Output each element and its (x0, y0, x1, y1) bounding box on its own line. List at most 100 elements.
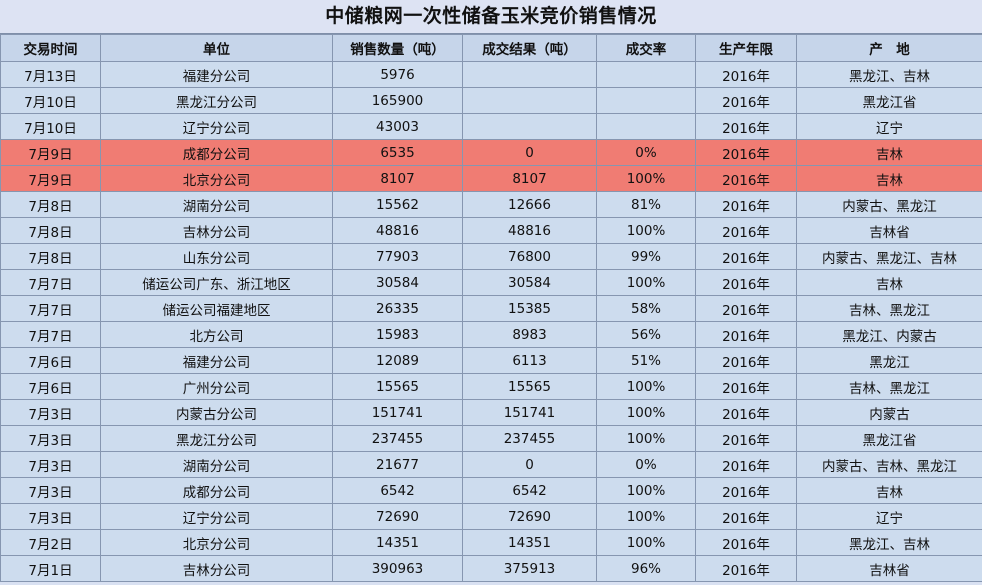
cell-quantity[interactable]: 15983 (332, 321, 463, 348)
cell-unit[interactable]: 成都分公司 (100, 139, 333, 166)
cell-year[interactable]: 2016年 (695, 87, 797, 114)
cell-unit[interactable]: 储运公司福建地区 (100, 295, 333, 322)
cell-result[interactable]: 8107 (462, 165, 597, 192)
cell-year[interactable]: 2016年 (695, 529, 797, 556)
cell-rate[interactable]: 81% (596, 191, 696, 218)
cell-unit[interactable]: 黑龙江分公司 (100, 425, 333, 452)
cell-origin[interactable]: 吉林省 (796, 217, 982, 244)
header-date[interactable]: 交易时间 (0, 34, 101, 62)
cell-unit[interactable]: 成都分公司 (100, 477, 333, 504)
cell-result[interactable]: 0 (462, 451, 597, 478)
cell-unit[interactable]: 广州分公司 (100, 373, 333, 400)
cell-year[interactable]: 2016年 (695, 347, 797, 374)
cell-unit[interactable]: 辽宁分公司 (100, 113, 333, 140)
cell-origin[interactable]: 吉林 (796, 139, 982, 166)
cell-rate[interactable]: 100% (596, 425, 696, 452)
cell-result[interactable]: 14351 (462, 529, 597, 556)
cell-result[interactable]: 6113 (462, 347, 597, 374)
cell-origin[interactable]: 内蒙古、黑龙江、吉林 (796, 243, 982, 270)
cell-unit[interactable]: 辽宁分公司 (100, 503, 333, 530)
cell-rate[interactable]: 0% (596, 451, 696, 478)
cell-quantity[interactable]: 237455 (332, 425, 463, 452)
cell-unit[interactable]: 北京分公司 (100, 165, 333, 192)
cell-origin[interactable]: 黑龙江 (796, 347, 982, 374)
cell-year[interactable]: 2016年 (695, 373, 797, 400)
cell-quantity[interactable]: 43003 (332, 113, 463, 140)
cell-rate[interactable]: 100% (596, 165, 696, 192)
cell-rate[interactable]: 0% (596, 139, 696, 166)
cell-rate[interactable]: 96% (596, 555, 696, 582)
cell-date[interactable]: 7月3日 (0, 399, 101, 426)
cell-unit[interactable]: 湖南分公司 (100, 191, 333, 218)
cell-origin[interactable]: 辽宁 (796, 503, 982, 530)
cell-quantity[interactable]: 12089 (332, 347, 463, 374)
cell-unit[interactable]: 福建分公司 (100, 347, 333, 374)
cell-quantity[interactable]: 5976 (332, 61, 463, 88)
header-rate[interactable]: 成交率 (596, 34, 696, 62)
cell-year[interactable]: 2016年 (695, 555, 797, 582)
cell-year[interactable]: 2016年 (695, 217, 797, 244)
cell-result[interactable]: 48816 (462, 217, 597, 244)
cell-origin[interactable]: 吉林 (796, 165, 982, 192)
cell-unit[interactable]: 北方公司 (100, 321, 333, 348)
cell-date[interactable]: 7月9日 (0, 165, 101, 192)
cell-origin[interactable]: 吉林、黑龙江 (796, 295, 982, 322)
cell-year[interactable]: 2016年 (695, 321, 797, 348)
header-unit[interactable]: 单位 (100, 34, 333, 62)
cell-quantity[interactable]: 15565 (332, 373, 463, 400)
cell-origin[interactable]: 吉林省 (796, 555, 982, 582)
cell-origin[interactable]: 吉林 (796, 477, 982, 504)
cell-date[interactable]: 7月1日 (0, 555, 101, 582)
cell-result[interactable]: 151741 (462, 399, 597, 426)
cell-quantity[interactable]: 390963 (332, 555, 463, 582)
cell-rate[interactable] (596, 87, 696, 114)
cell-quantity[interactable]: 77903 (332, 243, 463, 270)
cell-rate[interactable]: 100% (596, 373, 696, 400)
cell-unit[interactable]: 吉林分公司 (100, 217, 333, 244)
cell-unit[interactable]: 湖南分公司 (100, 451, 333, 478)
cell-date[interactable]: 7月8日 (0, 243, 101, 270)
cell-quantity[interactable]: 48816 (332, 217, 463, 244)
cell-quantity[interactable]: 165900 (332, 87, 463, 114)
header-year[interactable]: 生产年限 (695, 34, 797, 62)
cell-date[interactable]: 7月3日 (0, 503, 101, 530)
cell-quantity[interactable]: 72690 (332, 503, 463, 530)
cell-year[interactable]: 2016年 (695, 165, 797, 192)
cell-result[interactable]: 237455 (462, 425, 597, 452)
cell-quantity[interactable]: 15562 (332, 191, 463, 218)
cell-origin[interactable]: 黑龙江省 (796, 87, 982, 114)
cell-result[interactable] (462, 87, 597, 114)
cell-unit[interactable]: 北京分公司 (100, 529, 333, 556)
cell-origin[interactable]: 内蒙古、黑龙江 (796, 191, 982, 218)
cell-unit[interactable]: 储运公司广东、浙江地区 (100, 269, 333, 296)
cell-rate[interactable]: 100% (596, 529, 696, 556)
cell-date[interactable]: 7月13日 (0, 61, 101, 88)
cell-rate[interactable]: 56% (596, 321, 696, 348)
cell-result[interactable]: 72690 (462, 503, 597, 530)
cell-date[interactable]: 7月8日 (0, 191, 101, 218)
cell-unit[interactable]: 山东分公司 (100, 243, 333, 270)
cell-rate[interactable]: 100% (596, 399, 696, 426)
cell-unit[interactable]: 黑龙江分公司 (100, 87, 333, 114)
cell-result[interactable]: 8983 (462, 321, 597, 348)
cell-date[interactable]: 7月7日 (0, 321, 101, 348)
cell-year[interactable]: 2016年 (695, 243, 797, 270)
cell-date[interactable]: 7月10日 (0, 87, 101, 114)
cell-year[interactable]: 2016年 (695, 425, 797, 452)
cell-year[interactable]: 2016年 (695, 269, 797, 296)
cell-result[interactable]: 0 (462, 139, 597, 166)
cell-date[interactable]: 7月6日 (0, 373, 101, 400)
header-origin[interactable]: 产 地 (796, 34, 982, 62)
header-quantity[interactable]: 销售数量（吨） (332, 34, 463, 62)
cell-result[interactable] (462, 113, 597, 140)
cell-date[interactable]: 7月3日 (0, 477, 101, 504)
cell-rate[interactable] (596, 113, 696, 140)
cell-quantity[interactable]: 8107 (332, 165, 463, 192)
cell-quantity[interactable]: 6542 (332, 477, 463, 504)
cell-unit[interactable]: 内蒙古分公司 (100, 399, 333, 426)
cell-origin[interactable]: 吉林、黑龙江 (796, 373, 982, 400)
cell-year[interactable]: 2016年 (695, 61, 797, 88)
cell-origin[interactable]: 黑龙江、吉林 (796, 529, 982, 556)
cell-date[interactable]: 7月6日 (0, 347, 101, 374)
cell-year[interactable]: 2016年 (695, 503, 797, 530)
